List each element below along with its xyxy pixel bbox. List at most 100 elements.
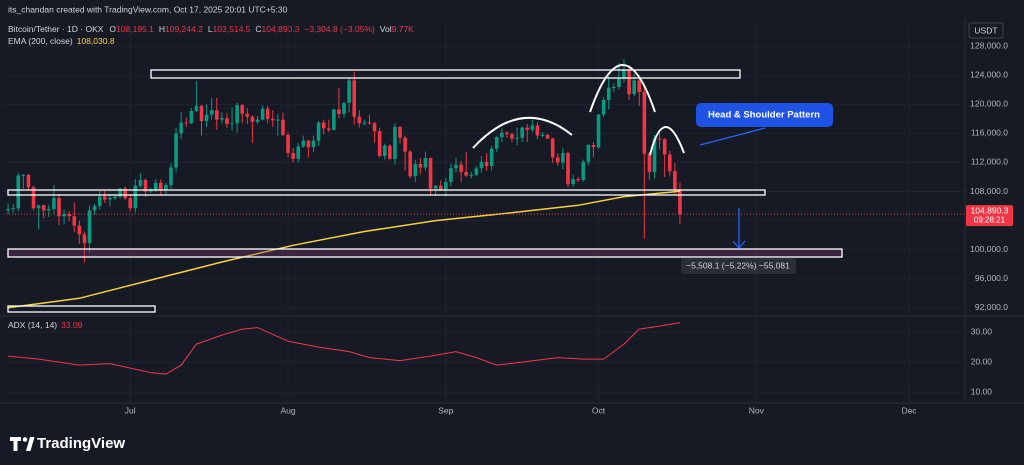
candle-body xyxy=(189,110,194,124)
candle-body xyxy=(270,118,275,121)
candle-body xyxy=(265,108,270,119)
candle-body xyxy=(657,138,662,140)
adx-line xyxy=(8,322,681,375)
candle-body xyxy=(230,123,234,125)
candle-body xyxy=(667,154,672,172)
candle-body xyxy=(606,87,611,101)
candle-body xyxy=(11,208,15,210)
adx-tick-label: 10.00 xyxy=(971,386,993,396)
measure-text: −5,508.1 (−5.22%) −55,081 xyxy=(686,260,790,270)
candle-body xyxy=(515,137,519,139)
candle-body xyxy=(138,179,143,186)
y-tick-label: 116,000.0 xyxy=(971,128,1008,138)
candle-body xyxy=(204,114,209,122)
candle-body xyxy=(520,127,524,138)
candle-body xyxy=(576,179,580,181)
currency-box[interactable] xyxy=(968,22,1004,39)
frame xyxy=(0,18,1024,404)
candle-body xyxy=(82,234,87,244)
y-tick-label: 124,000.0 xyxy=(970,70,1008,80)
candle-body xyxy=(535,125,540,136)
y-tick-label: 120,000.0 xyxy=(970,99,1008,109)
x-tick-label: Jul xyxy=(125,405,136,415)
candle-body xyxy=(77,225,82,235)
candle-body xyxy=(321,122,326,129)
candle-body xyxy=(6,208,10,211)
candle-body xyxy=(408,151,412,177)
support-zone xyxy=(7,305,156,313)
candle-body xyxy=(62,214,66,217)
candle-body xyxy=(133,185,138,209)
neckline-zone xyxy=(7,189,766,196)
candle-body xyxy=(438,185,443,190)
adx-legend: ADX (14, 14) 33.09 xyxy=(8,320,83,330)
candle-body xyxy=(245,113,250,117)
attribution: its_chandan created with TradingView.com… xyxy=(8,4,288,14)
right-shoulder-arc xyxy=(649,126,685,156)
candle-body xyxy=(428,158,433,189)
header: its_chandan created with TradingView.com… xyxy=(8,4,1004,330)
ohlc-label: C xyxy=(255,24,261,34)
target-zone xyxy=(7,248,843,258)
adx-tick-label: 20.00 xyxy=(971,356,993,366)
candle-body xyxy=(591,145,596,148)
left-shoulder-arc xyxy=(472,116,573,149)
y-tick-label: 108,000.0 xyxy=(970,186,1008,196)
ohlc-value: 109,244.2 xyxy=(165,24,203,34)
candle-body xyxy=(632,80,636,95)
candle-body xyxy=(113,196,117,199)
candle-body xyxy=(469,174,474,176)
candle-body xyxy=(128,198,133,209)
candle-body xyxy=(479,161,484,169)
candle-body xyxy=(169,167,173,185)
measure-arrow-head xyxy=(732,240,746,249)
candle-body xyxy=(347,80,351,103)
candle-body xyxy=(388,145,392,159)
candle-body xyxy=(637,80,642,93)
candle-body xyxy=(301,140,306,147)
candle-body xyxy=(194,105,199,111)
candle-body xyxy=(459,164,463,172)
candle-body xyxy=(260,108,265,120)
candle-body xyxy=(662,139,667,155)
ema-name: EMA (200, close) xyxy=(8,36,73,46)
candle-body xyxy=(240,105,245,114)
candle-body xyxy=(571,179,575,185)
brand: TradingView xyxy=(37,435,125,452)
y-tick-label: 100,000.0 xyxy=(970,244,1008,254)
logo-bar xyxy=(10,437,21,451)
symbol: Bitcoin/Tether · 1D · OKX xyxy=(8,24,104,34)
resistance-zone xyxy=(150,69,741,79)
change: −3,304.8 (−3.05%) xyxy=(304,24,375,34)
candle-body xyxy=(153,182,158,191)
candle-body xyxy=(87,210,92,244)
candle-body xyxy=(281,119,285,135)
head-arc xyxy=(589,64,656,113)
candle-body xyxy=(642,92,647,154)
callout-box xyxy=(696,103,833,127)
candle-body xyxy=(382,145,387,156)
candle-body xyxy=(225,118,229,124)
candle-body xyxy=(525,127,530,130)
candle-body xyxy=(118,188,122,197)
candle-body xyxy=(143,179,148,192)
x-tick-label: Sep xyxy=(438,405,453,415)
candle-body xyxy=(444,182,448,190)
currency[interactable]: USDT xyxy=(974,25,997,35)
candle-body xyxy=(326,128,331,130)
candle-body xyxy=(530,125,535,130)
candle-body xyxy=(214,110,219,120)
candle-body xyxy=(97,196,102,207)
candle-body xyxy=(41,205,46,211)
candle-body xyxy=(413,163,418,177)
candle-body xyxy=(316,122,321,141)
drawings: Head & Shoulder Pattern −5,508.1 (−5.22%… xyxy=(7,64,843,313)
logo-dot xyxy=(22,437,28,442)
x-tick-label: Oct xyxy=(592,405,606,415)
candle-body xyxy=(357,116,362,124)
candle-body xyxy=(306,140,311,148)
candle-body xyxy=(596,114,601,148)
ohlc-value: 104,890.3 xyxy=(262,24,300,34)
footer: TradingView xyxy=(10,435,125,452)
ema-value: 108,030.8 xyxy=(77,36,115,46)
